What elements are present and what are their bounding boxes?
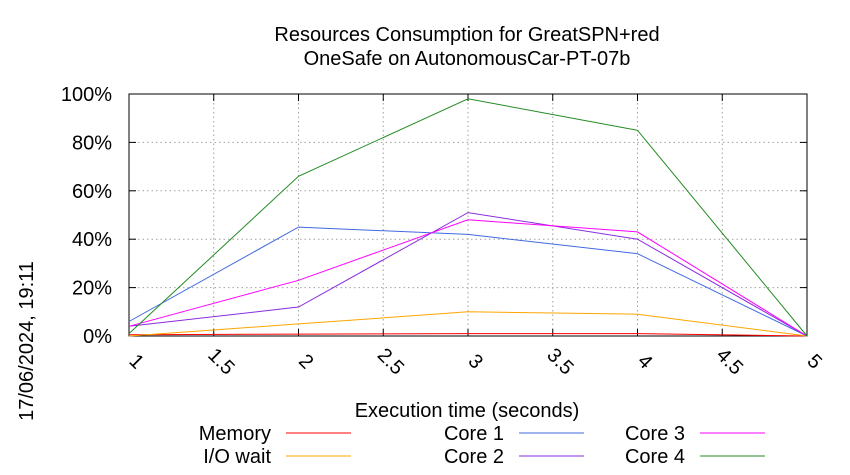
- y-tick-label: 20%: [72, 278, 112, 300]
- x-tick-label: 5: [803, 350, 826, 373]
- series-line: [128, 98, 808, 337]
- series-line: [128, 226, 808, 337]
- x-tick-label: 3.5: [542, 344, 577, 379]
- y-tick-label: 100%: [61, 84, 112, 106]
- x-axis-label: Execution time (seconds): [355, 400, 580, 422]
- y-tick-label: 60%: [72, 181, 112, 203]
- legend-label: I/O wait: [203, 446, 271, 468]
- x-tick-label: 3: [464, 350, 487, 373]
- legend-label: Core 2: [444, 446, 504, 468]
- series-line: [128, 219, 808, 337]
- x-tick-label: 1: [125, 350, 148, 373]
- x-tick-label: 4: [633, 350, 656, 373]
- chart-title-line-2: OneSafe on AutonomousCar-PT-07b: [304, 48, 631, 70]
- legend-label: Core 1: [444, 423, 504, 445]
- legend-label: Memory: [199, 423, 271, 445]
- series-line: [128, 311, 808, 337]
- x-tick-label: 4.5: [712, 344, 747, 379]
- y-tick-label: 0%: [83, 326, 112, 348]
- x-tick-labels: 1 1.5 2 2.5 3 3.5 4 4.5 5: [125, 344, 826, 379]
- legend-label: Core 3: [625, 423, 685, 445]
- y-tick-label: 40%: [72, 229, 112, 251]
- x-tick-label: 1.5: [203, 344, 238, 379]
- legend-label: Core 4: [625, 446, 685, 468]
- y-tick-label: 80%: [72, 132, 112, 154]
- series-line: [128, 333, 808, 337]
- y-tick-labels: 0% 20% 40% 60% 80% 100%: [61, 84, 112, 348]
- series-lines: [128, 98, 808, 337]
- timestamp: 17/06/2024, 19:11: [16, 261, 38, 421]
- x-tick-label: 2.5: [373, 344, 408, 379]
- chart-title: Resources Consumption for GreatSPN+red O…: [274, 24, 659, 70]
- x-tick-label: 2: [294, 350, 317, 373]
- series-line: [128, 212, 808, 337]
- chart-title-line-1: Resources Consumption for GreatSPN+red: [274, 24, 659, 46]
- grid: [129, 94, 807, 336]
